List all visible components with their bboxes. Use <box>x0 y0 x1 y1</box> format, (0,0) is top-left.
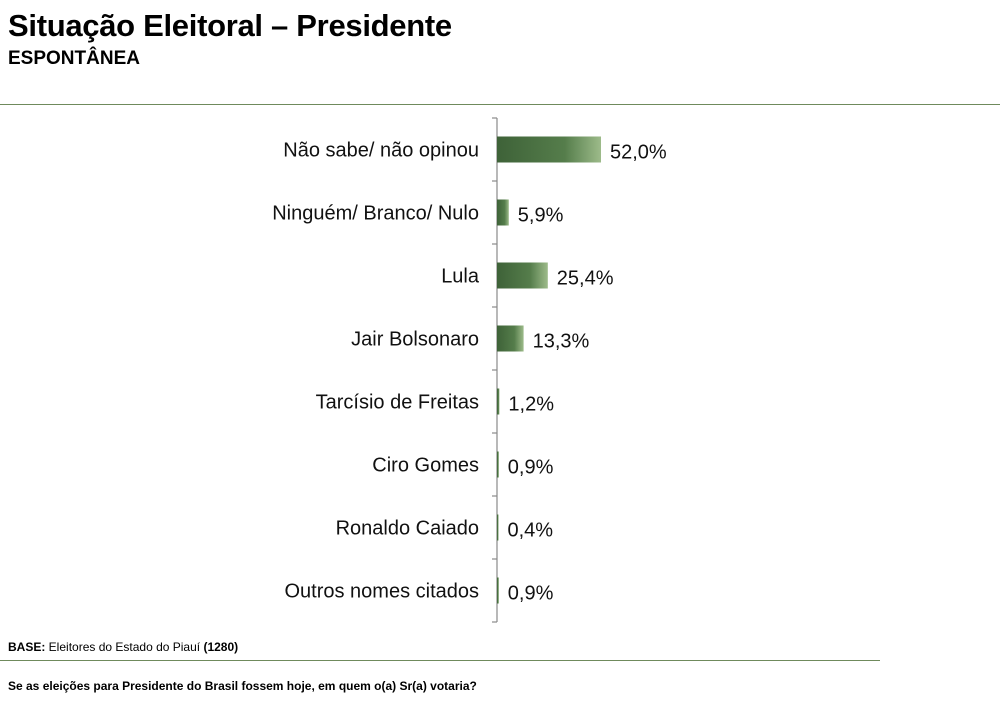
category-label: Ciro Gomes <box>372 455 479 477</box>
value-label: 52,0% <box>610 142 667 164</box>
bar <box>497 325 524 352</box>
footer-divider <box>0 660 880 661</box>
bar-chart: Não sabe/ não opinou 52,0% Ninguém/ Branco… <box>272 117 667 623</box>
header-divider <box>0 104 1000 105</box>
base-label: BASE: <box>8 640 46 654</box>
bar <box>497 577 499 604</box>
value-label: 0,9% <box>508 457 554 479</box>
category-label: Ninguém/ Branco/ Nulo <box>272 203 479 225</box>
value-label: 1,2% <box>508 394 554 416</box>
bar <box>497 451 499 478</box>
category-label: Tarcísio de Freitas <box>316 392 479 414</box>
bar <box>497 514 499 541</box>
category-label: Ronaldo Caiado <box>336 518 479 540</box>
bar <box>497 199 509 226</box>
value-label: 25,4% <box>557 268 614 290</box>
page-subtitle: ESPONTÂNEA <box>8 48 140 69</box>
bar <box>497 388 500 415</box>
category-label: Jair Bolsonaro <box>351 329 479 351</box>
base-note: BASE: Eleitores do Estado do Piauí (1280… <box>8 640 238 654</box>
page-title: Situação Eleitoral – Presidente <box>8 8 452 43</box>
value-label: 5,9% <box>518 205 564 227</box>
value-label: 0,9% <box>508 583 554 605</box>
bar <box>497 262 548 289</box>
category-label: Lula <box>441 266 480 288</box>
base-count: (1280) <box>203 640 239 654</box>
bar <box>497 136 601 163</box>
base-text: Eleitores do Estado do Piauí <box>45 640 204 654</box>
value-label: 0,4% <box>508 520 554 542</box>
category-label: Outros nomes citados <box>284 581 479 603</box>
value-label: 13,3% <box>533 331 590 353</box>
category-label: Não sabe/ não opinou <box>283 140 479 162</box>
survey-question: Se as eleições para Presidente do Brasil… <box>8 679 477 693</box>
